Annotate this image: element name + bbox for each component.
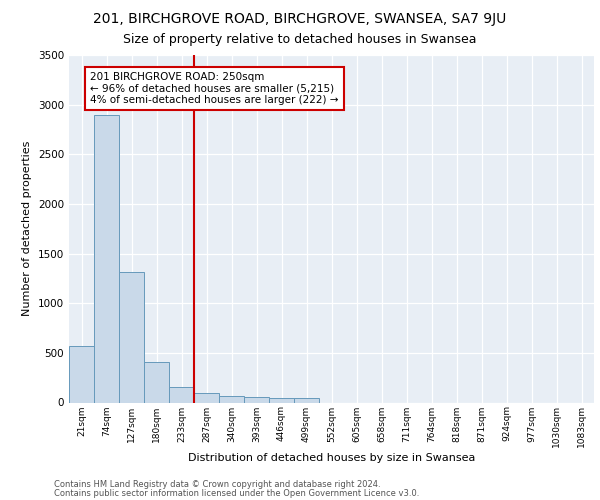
Text: 201 BIRCHGROVE ROAD: 250sqm
← 96% of detached houses are smaller (5,215)
4% of s: 201 BIRCHGROVE ROAD: 250sqm ← 96% of det… — [90, 72, 339, 105]
Text: 201, BIRCHGROVE ROAD, BIRCHGROVE, SWANSEA, SA7 9JU: 201, BIRCHGROVE ROAD, BIRCHGROVE, SWANSE… — [94, 12, 506, 26]
Bar — [144, 362, 169, 403]
Bar — [244, 397, 269, 402]
X-axis label: Distribution of detached houses by size in Swansea: Distribution of detached houses by size … — [188, 453, 475, 463]
Bar — [269, 398, 294, 402]
Text: Contains public sector information licensed under the Open Government Licence v3: Contains public sector information licen… — [54, 488, 419, 498]
Bar — [169, 386, 194, 402]
Bar — [94, 114, 119, 403]
Bar — [194, 392, 219, 402]
Bar — [294, 398, 319, 402]
Bar — [69, 346, 94, 403]
Bar — [219, 396, 244, 402]
Y-axis label: Number of detached properties: Number of detached properties — [22, 141, 32, 316]
Text: Size of property relative to detached houses in Swansea: Size of property relative to detached ho… — [123, 32, 477, 46]
Text: Contains HM Land Registry data © Crown copyright and database right 2024.: Contains HM Land Registry data © Crown c… — [54, 480, 380, 489]
Bar — [119, 272, 144, 402]
